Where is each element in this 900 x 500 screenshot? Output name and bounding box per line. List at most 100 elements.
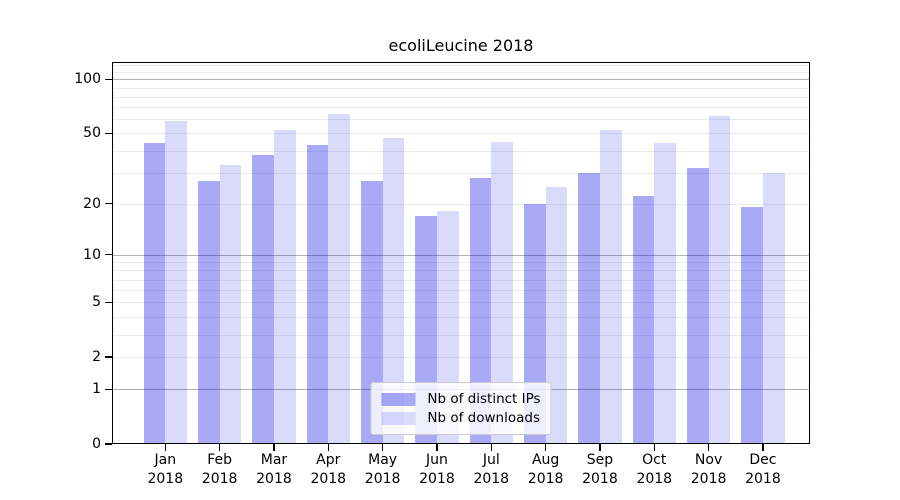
x-tick-mark (490, 444, 493, 451)
x-tick-month: Nov (694, 452, 723, 468)
x-tick-month: Jul (482, 452, 500, 468)
x-tick-year: 2018 (690, 471, 727, 487)
y-tick-label: 1 (92, 381, 101, 398)
bar-oct-downloads (654, 143, 676, 444)
x-tick-month: Oct (642, 452, 667, 468)
x-tick-label: May 2018 (343, 451, 423, 489)
legend-item: Nb of distinct IPs (381, 391, 541, 407)
x-tick-label: Nov 2018 (669, 451, 749, 489)
minor-gridline (112, 334, 810, 336)
x-tick-label: Sep 2018 (560, 451, 640, 489)
minor-gridline (112, 203, 810, 205)
bar-sep-ips (578, 172, 600, 444)
minor-gridline (112, 119, 810, 121)
minor-gridline (112, 172, 810, 174)
y-tick-mark (105, 443, 112, 445)
x-tick-month: Jun (426, 452, 448, 468)
minor-gridline (112, 150, 810, 152)
y-tick-label: 10 (83, 246, 101, 263)
y-tick-label: 5 (92, 294, 101, 311)
minor-gridline (112, 107, 810, 109)
x-tick-label: Oct 2018 (614, 451, 694, 489)
y-tick-mark (105, 253, 112, 256)
bar-dec-downloads (762, 172, 785, 444)
x-tick-year: 2018 (147, 471, 184, 487)
y-tick-mark (105, 202, 112, 205)
bar-apr-downloads (328, 114, 350, 444)
minor-gridline (112, 87, 810, 89)
y-tick-mark (105, 301, 112, 304)
x-tick-mark (381, 444, 384, 451)
bar-dec-ips (741, 207, 763, 444)
x-tick-year: 2018 (473, 471, 510, 487)
y-tick-label: 0 (92, 436, 101, 452)
x-tick-month: Aug (531, 452, 560, 468)
x-tick-month: Sep (586, 452, 614, 468)
chart-title: ecoliLeucine 2018 (388, 36, 534, 55)
legend-swatch-icon (381, 392, 416, 406)
y-tick-label: 2 (92, 349, 101, 366)
bar-nov-downloads (708, 115, 731, 444)
legend-label: Nb of downloads (427, 410, 540, 426)
x-tick-month: Jan (154, 452, 177, 468)
minor-gridline (112, 262, 810, 264)
y-tick-mark (105, 388, 112, 390)
x-tick-mark (653, 444, 656, 451)
y-tick-label: 20 (83, 195, 101, 212)
y-tick-label: 50 (83, 125, 101, 142)
x-tick-year: 2018 (745, 471, 781, 487)
bar-mar-ips (252, 154, 274, 444)
bar-aug-downloads (545, 186, 568, 444)
major-gridline (112, 79, 810, 81)
x-tick-label: Apr 2018 (288, 451, 368, 489)
bar-nov-ips (686, 167, 709, 444)
minor-gridline (112, 316, 810, 318)
bar-jan-ips (143, 143, 166, 444)
x-tick-label: Mar 2018 (234, 451, 314, 489)
bar-sep-downloads (599, 130, 622, 444)
x-tick-month: Apr (316, 452, 341, 468)
bar-may-ips (360, 180, 383, 444)
x-tick-month: Mar (260, 452, 288, 468)
minor-gridline (112, 133, 810, 135)
bar-apr-ips (306, 145, 329, 444)
bar-may-downloads (382, 138, 405, 444)
minor-gridline (112, 96, 810, 98)
major-gridline (112, 254, 810, 256)
bar-mar-downloads (273, 130, 296, 444)
x-tick-year: 2018 (364, 471, 401, 487)
x-tick-label: Aug 2018 (506, 451, 586, 489)
minor-gridline (112, 279, 810, 281)
minor-gridline (112, 270, 810, 272)
x-tick-mark (273, 444, 275, 451)
x-tick-mark (762, 444, 764, 451)
y-tick-mark (105, 356, 112, 358)
bar-feb-downloads (219, 165, 242, 444)
x-tick-label: Jul 2018 (451, 451, 531, 489)
x-tick-mark (218, 444, 221, 451)
x-tick-year: 2018 (636, 471, 673, 487)
bar-feb-ips (197, 180, 220, 444)
plot-area: Nb of distinct IPs Nb of downloads (112, 62, 810, 444)
legend-item: Nb of downloads (381, 410, 540, 426)
x-tick-label: Jan 2018 (125, 451, 205, 489)
x-tick-label: Feb 2018 (180, 451, 260, 489)
x-tick-label: Jun 2018 (397, 451, 477, 489)
x-tick-mark (327, 444, 330, 451)
minor-gridline (112, 302, 810, 304)
minor-gridline (112, 72, 810, 73)
x-tick-year: 2018 (419, 471, 455, 487)
y-tick-mark (105, 132, 112, 135)
legend-label: Nb of distinct IPs (427, 391, 541, 407)
bar-jul-ips (469, 178, 492, 444)
bar-oct-ips (632, 196, 655, 444)
x-tick-year: 2018 (201, 471, 238, 487)
x-tick-year: 2018 (256, 471, 292, 487)
x-tick-mark (436, 444, 438, 451)
bar-jul-downloads (491, 141, 513, 444)
bar-jan-downloads (165, 120, 187, 444)
x-tick-year: 2018 (582, 471, 618, 487)
x-tick-year: 2018 (527, 471, 564, 487)
minor-gridline (112, 65, 810, 67)
